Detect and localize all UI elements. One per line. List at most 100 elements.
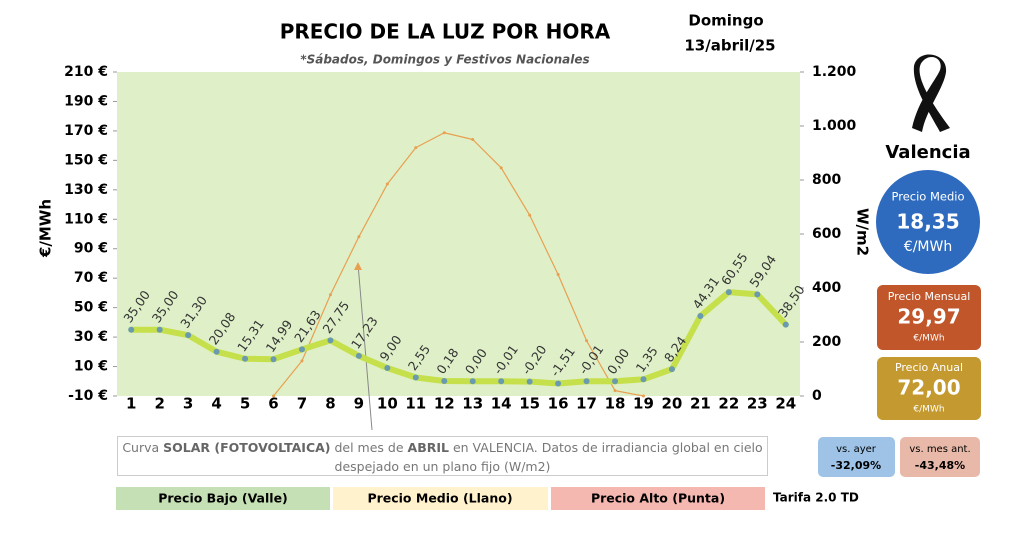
y2-tick-label: 200 bbox=[812, 334, 841, 350]
solar-point bbox=[272, 394, 276, 398]
price-point bbox=[355, 352, 362, 359]
band-mid bbox=[333, 487, 548, 510]
annotation-text: ABRIL bbox=[407, 440, 449, 455]
price-point bbox=[128, 326, 135, 333]
y-tick-label: 30 € bbox=[74, 329, 108, 345]
monthly-value: 29,97 bbox=[897, 305, 960, 329]
x-tick-label: 23 bbox=[747, 395, 768, 413]
solar-point bbox=[528, 213, 532, 217]
y2-axis-title: W/m2 bbox=[854, 208, 872, 256]
y-tick-label: 50 € bbox=[74, 300, 108, 316]
annotation-arrow bbox=[357, 263, 373, 431]
price-point bbox=[270, 356, 277, 363]
price-point bbox=[327, 337, 334, 344]
solar-point bbox=[442, 131, 446, 135]
x-tick-label: 5 bbox=[240, 395, 250, 413]
band-label: Precio Alto (Punta) bbox=[591, 491, 725, 506]
solar-point bbox=[585, 339, 589, 343]
solar-line bbox=[272, 132, 645, 397]
chart-title: PRECIO DE LA LUZ POR HORA bbox=[280, 20, 611, 44]
ribbon-icon bbox=[912, 54, 950, 132]
y-tick-label: 190 € bbox=[64, 93, 108, 109]
y-tick-label: 70 € bbox=[74, 270, 108, 286]
price-point bbox=[242, 355, 249, 362]
x-tick-label: 17 bbox=[576, 395, 597, 413]
y-tick-label: 150 € bbox=[64, 152, 108, 168]
plot-area bbox=[117, 72, 800, 396]
x-tick-label: 7 bbox=[297, 395, 307, 413]
band-label: Precio Medio (Llano) bbox=[367, 491, 512, 506]
average-label: Precio Medio bbox=[891, 190, 964, 204]
x-tick-label: 21 bbox=[690, 395, 711, 413]
vs-yesterday-value: -32,09% bbox=[831, 459, 881, 472]
y-tick-label: 170 € bbox=[64, 123, 108, 139]
band-label: Precio Bajo (Valle) bbox=[158, 491, 288, 506]
vs-month-value: -43,48% bbox=[915, 459, 965, 472]
price-point bbox=[640, 376, 647, 383]
monthly-label: Precio Mensual bbox=[888, 290, 971, 303]
tariff: Tarifa 2.0 TD bbox=[773, 491, 859, 505]
x-tick-label: 4 bbox=[211, 395, 221, 413]
x-tick-label: 24 bbox=[775, 395, 796, 413]
price-point bbox=[412, 374, 419, 381]
y-tick-label: 10 € bbox=[74, 359, 108, 375]
solar-point bbox=[357, 235, 361, 239]
annotation-text: del mes de bbox=[330, 440, 408, 455]
x-tick-label: 20 bbox=[662, 395, 683, 413]
annotation-text: SOLAR (FOTOVOLTAICA) bbox=[163, 440, 331, 455]
x-tick-label: 14 bbox=[491, 395, 512, 413]
solar-point bbox=[414, 146, 418, 150]
yearly-label: Precio Anual bbox=[895, 361, 963, 374]
yearly-value: 72,00 bbox=[897, 376, 960, 400]
solar-point bbox=[300, 359, 304, 363]
arrow-head bbox=[354, 262, 362, 270]
annotation: Curva SOLAR (FOTOVOLTAICA) del mes de AB… bbox=[117, 436, 768, 476]
price-point bbox=[213, 348, 220, 355]
x-tick-label: 6 bbox=[268, 395, 278, 413]
x-tick-label: 16 bbox=[548, 395, 569, 413]
day: Domingo bbox=[688, 12, 763, 30]
solar-point bbox=[613, 389, 617, 393]
x-tick-label: 18 bbox=[605, 395, 626, 413]
x-tick-label: 13 bbox=[462, 395, 483, 413]
price-point bbox=[498, 378, 505, 385]
solar-point bbox=[499, 166, 503, 170]
price-point bbox=[298, 346, 305, 353]
price-point bbox=[156, 326, 163, 333]
vs-yesterday-label: vs. ayer bbox=[836, 444, 877, 455]
yearly-box bbox=[877, 357, 981, 420]
vs-month-box bbox=[900, 437, 980, 477]
solar-point bbox=[385, 182, 389, 186]
monthly-unit: €/MWh bbox=[913, 334, 944, 344]
y-tick-label: 130 € bbox=[64, 182, 108, 198]
x-tick-label: 9 bbox=[354, 395, 364, 413]
subtitle: *Sábados, Domingos y Festivos Nacionales bbox=[300, 53, 589, 67]
y2-tick-label: 400 bbox=[812, 280, 841, 296]
x-tick-label: 2 bbox=[154, 395, 164, 413]
price-point bbox=[697, 313, 704, 320]
price-point bbox=[668, 366, 675, 373]
x-tick-label: 10 bbox=[377, 395, 398, 413]
vs-month-label: vs. mes ant. bbox=[909, 444, 970, 455]
y-tick-label: -10 € bbox=[68, 388, 108, 404]
price-point bbox=[612, 378, 619, 385]
monthly-box bbox=[877, 285, 981, 350]
x-tick-label: 22 bbox=[718, 395, 739, 413]
price-point bbox=[754, 291, 761, 298]
price-point bbox=[526, 378, 533, 385]
x-tick-label: 1 bbox=[126, 395, 136, 413]
average-value: 18,35 bbox=[896, 210, 959, 234]
price-point bbox=[555, 380, 562, 387]
price-point bbox=[185, 332, 192, 339]
band-low bbox=[116, 487, 330, 510]
solar-point bbox=[471, 138, 475, 141]
x-tick-label: 15 bbox=[519, 395, 540, 413]
x-tick-label: 3 bbox=[183, 395, 193, 413]
y2-tick-label: 1.000 bbox=[812, 118, 857, 134]
x-tick-label: 12 bbox=[434, 395, 455, 413]
average-badge bbox=[876, 170, 980, 274]
y2-tick-label: 800 bbox=[812, 172, 841, 188]
x-tick-label: 19 bbox=[633, 395, 654, 413]
